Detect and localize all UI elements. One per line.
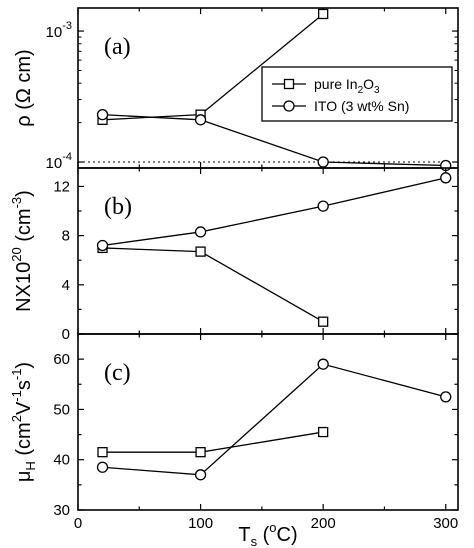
x-axis-label-unit: ( [257,524,270,546]
x-tick-label: 300 [433,515,458,532]
data-point-square [318,8,329,20]
data-point-square [318,426,329,438]
legend-label-pure-in2o3: pure In2O3 [314,76,380,96]
x-tick-label: 200 [311,515,336,532]
data-point-circle [194,469,207,481]
y-tick-exponent: -3 [62,20,72,32]
legend-marker-square [283,78,295,90]
y-axis-label-unit: (cm [13,208,35,247]
data-point-circle [317,200,329,212]
data-point-circle [440,172,452,184]
y-axis-label-text: ρ (Ω cm) [13,49,35,126]
y-axis-label-sup: 20 [9,247,24,261]
data-point-circle [317,156,329,168]
legend-sub: 2 [358,85,364,96]
y-axis-label-close: ) [13,362,35,369]
data-point-circle [96,461,109,473]
y-tick-label: 4 [62,277,70,294]
panel-label: (a) [104,34,131,60]
series-line-ito [102,177,446,247]
y-axis-label-sup: 2 [9,415,24,422]
y-axis-label: μH (cm2V-1s-1) [9,362,38,482]
data-point-square [195,447,206,458]
data-point-circle [96,239,109,252]
y-tick-label: 10-3 [46,20,72,41]
data-point-circle [194,114,207,126]
y-tick-label: 10-4 [46,151,72,172]
data-point-circle [194,226,207,238]
y-axis-label-sub: H [23,461,38,470]
plot-frame [77,167,459,335]
plot-frame [77,333,459,511]
y-axis-label-unit: V [13,401,35,415]
y-tick-label: 50 [53,401,70,418]
x-axis-label-sub: s [251,534,258,548]
legend-box [261,66,453,122]
x-tick-label: 100 [188,515,213,532]
y-tick-label: 30 [53,502,70,519]
panel-label: (b) [104,194,132,220]
series-line-ito [102,363,446,476]
data-point-square [97,447,108,458]
legend: pure In2O3 ITO (3 wt% Sn) [261,66,453,122]
legend-text: O [363,76,374,92]
x-axis-label-text: T [238,524,250,546]
legend-label-ito: ITO (3 wt% Sn) [314,98,409,114]
data-point-circle [96,108,109,121]
y-tick-label: 0 [62,326,70,343]
y-axis-label-text: μ [13,471,35,483]
y-tick-base: 10 [46,24,63,41]
x-axis-label-close: C) [277,524,298,546]
x-tick-label: 0 [74,515,82,532]
y-axis-label-close: ) [13,190,35,197]
y-axis-label-sup: -1 [9,369,24,381]
legend-sub: 3 [374,85,380,96]
y-axis-label: ρ (Ω cm) [13,49,35,126]
series-line-pure-in2o3 [102,247,324,323]
data-point-square [195,246,206,257]
y-axis-label-sup: -3 [9,197,24,209]
x-axis-label: Ts (oC) [238,520,297,548]
data-point-circle [440,391,452,403]
y-axis-label-unit: s [13,380,35,390]
y-tick-label: 60 [53,351,70,368]
legend-text: ITO (3 wt% Sn) [314,98,409,114]
y-axis-label: NX1020 (cm-3) [9,190,35,312]
x-axis-label-sup: o [269,520,276,535]
legend-text: pure In [314,76,358,92]
y-tick-label: 40 [53,452,70,469]
y-tick-base: 10 [46,155,63,172]
y-tick-label: 8 [62,228,70,245]
series-line-pure-in2o3 [102,431,324,453]
y-axis-label-unit: (cm [13,422,35,461]
y-tick-label: 12 [53,178,70,195]
y-tick-exponent: -4 [62,151,72,163]
panel-label: (c) [104,360,131,386]
data-point-square [318,316,329,327]
series-line-ito [102,113,446,167]
panel-2: 0 4 8 12 (b) NX1020 (cm-3) [9,167,459,343]
y-axis-label-text: NX10 [13,262,35,312]
data-point-circle [317,358,329,370]
y-axis-label-sup: -1 [9,390,24,402]
legend-marker-circle [283,100,295,112]
